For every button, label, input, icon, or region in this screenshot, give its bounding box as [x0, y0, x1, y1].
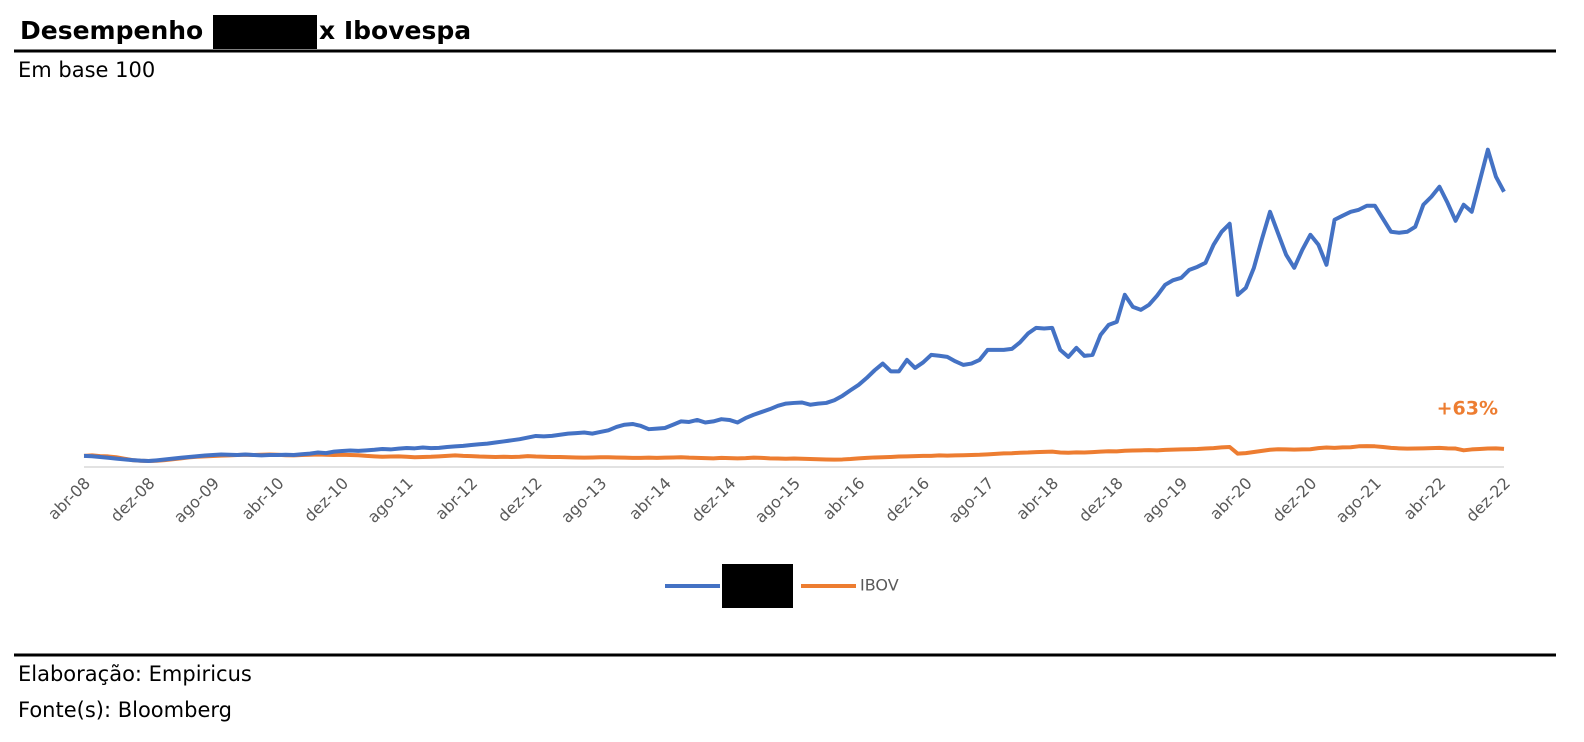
- x-tick-label: ago-19: [1138, 474, 1191, 527]
- x-tick-label: dez-18: [1075, 474, 1127, 526]
- x-tick-label: dez-20: [1268, 474, 1320, 526]
- x-tick-label: dez-10: [300, 474, 352, 526]
- series-line: [83, 147, 1506, 463]
- x-tick-label: ago-21: [1332, 474, 1385, 527]
- chart-title: x Ibovespa: [319, 16, 471, 45]
- x-tick-label: ago-15: [751, 474, 804, 527]
- legend-label: IBOV: [860, 576, 899, 595]
- x-tick-label: ago-09: [170, 474, 223, 527]
- chart-subtitle: Em base 100: [18, 58, 155, 82]
- x-tick-label: abr-22: [1400, 474, 1450, 524]
- x-tick-label: abr-08: [44, 474, 94, 524]
- x-tick-label: ago-11: [364, 474, 417, 527]
- x-tick-label: dez-08: [107, 474, 159, 526]
- redaction: [722, 564, 793, 608]
- annotation: +63%: [1437, 397, 1498, 419]
- chart-title: Desempenho: [20, 16, 203, 45]
- redaction: [213, 15, 317, 49]
- x-tick-label: abr-14: [625, 474, 675, 524]
- x-tick-label: abr-12: [431, 474, 481, 524]
- footer-text: Elaboração: Empiricus: [18, 662, 252, 686]
- x-tick-label: abr-20: [1206, 474, 1256, 524]
- x-tick-label: abr-10: [238, 474, 288, 524]
- x-tick-label: dez-22: [1462, 474, 1514, 526]
- footer-text: Fonte(s): Bloomberg: [18, 698, 232, 722]
- x-tick-label: dez-12: [494, 474, 546, 526]
- x-tick-label: abr-18: [1012, 474, 1062, 524]
- x-tick-label: ago-13: [557, 474, 610, 527]
- x-tick-label: dez-14: [687, 474, 739, 526]
- x-tick-label: ago-17: [944, 474, 997, 527]
- x-tick-label: abr-16: [819, 474, 869, 524]
- x-tick-label: dez-16: [881, 474, 933, 526]
